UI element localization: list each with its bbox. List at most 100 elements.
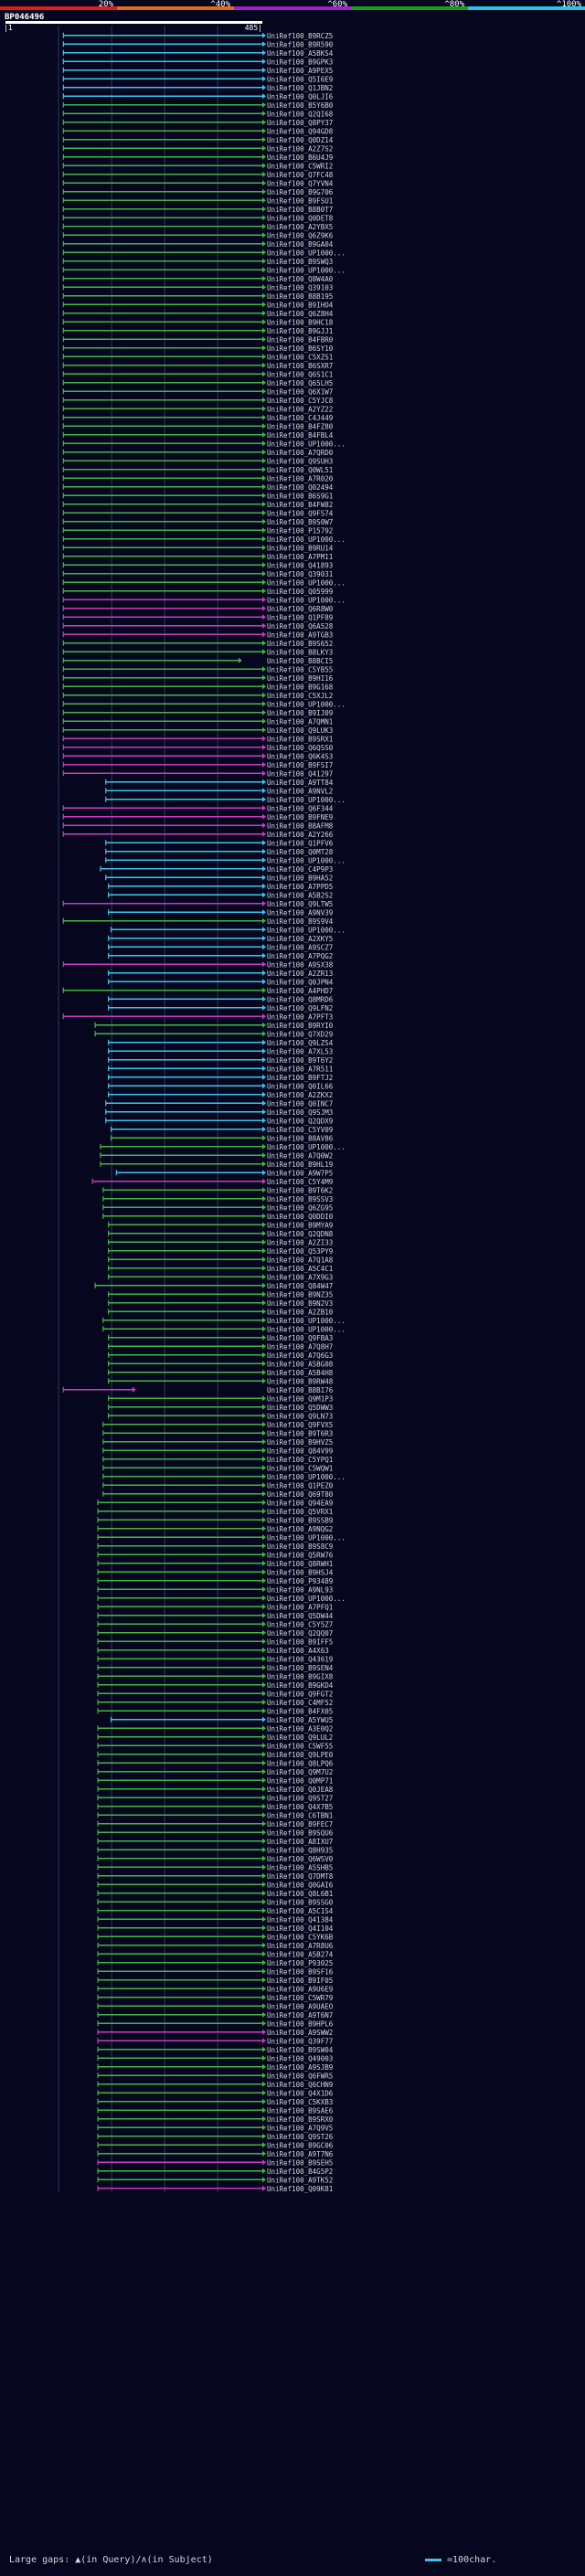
hit-end-arrow (262, 93, 266, 100)
hit-label: UniRef100_A7Q8H7 (267, 1342, 333, 1351)
hit-end-arrow (262, 570, 266, 577)
hit-rows: UniRef100_B9RCZ5UniRef100_B9R590UniRef10… (62, 32, 346, 2193)
hit-label: UniRef100_A7PQG2 (267, 952, 333, 960)
hit-end-arrow (262, 2177, 266, 2183)
hit-row: UniRef100_Q6Z9K6 (62, 231, 334, 239)
hit-end-arrow (262, 154, 266, 160)
hit-row: UniRef100_Q6S1C1 (62, 370, 333, 378)
hit-end-arrow (262, 1829, 266, 1836)
hit-end-arrow (262, 1838, 266, 1844)
hit-row: UniRef100_C5XZS1 (62, 353, 333, 361)
hit-end-arrow (262, 1490, 266, 1497)
hit-label: UniRef100_A3E0Q2 (267, 1724, 333, 1733)
hit-end-arrow (262, 240, 266, 247)
hit-label: UniRef100_A5B2S2 (267, 891, 333, 899)
hit-end-arrow (262, 1951, 266, 1957)
hit-end-arrow (262, 1204, 266, 1211)
hit-label: UniRef100_B9HI16 (267, 674, 334, 683)
hit-label: UniRef100_A9SWW2 (267, 2029, 333, 2037)
hit-label: UniRef100_Q9LZS4 (267, 1039, 334, 1047)
hit-row: UniRef100_A7PPD5 (108, 883, 333, 891)
hit-label: UniRef100_Q39103 (267, 283, 333, 292)
hit-row: UniRef100_B5Y6B0 (62, 101, 334, 110)
hit-row: UniRef100_C5WF55 (97, 1742, 333, 1750)
hit-end-arrow (262, 726, 266, 733)
hit-row: UniRef100_B8BCI5 (62, 657, 333, 665)
hit-label: UniRef100_B9MYA9 (267, 1221, 333, 1229)
hit-label: UniRef100_Q9LPE0 (267, 1751, 334, 1759)
hit-end-arrow (262, 1916, 266, 1923)
hit-row: UniRef100_C5YB55 (62, 665, 333, 673)
hit-row: UniRef100_Q0WL51 (62, 466, 333, 474)
hit-end-arrow (262, 1256, 266, 1263)
hit-end-arrow (262, 1743, 266, 1749)
hit-row: UniRef100_C4MF52 (97, 1699, 333, 1707)
hit-row: UniRef100_B9FEC7 (97, 1820, 333, 1829)
hit-row: UniRef100_B9IF05 (97, 1977, 333, 1985)
hit-end-arrow (262, 605, 266, 611)
hit-row: UniRef100_A7X9G3 (108, 1273, 333, 1281)
hit-end-arrow (262, 232, 266, 239)
hit-label: UniRef100_A7X9G3 (267, 1273, 333, 1281)
hit-row: UniRef100_B6U4J9 (62, 154, 333, 162)
hit-row: UniRef100_C5WR79 (97, 1994, 333, 2002)
hit-end-arrow (262, 1882, 266, 1888)
hit-end-arrow (262, 1664, 266, 1670)
hit-label: UniRef100_A2YZ22 (267, 405, 333, 413)
hit-row: UniRef100_Q43619 (97, 1655, 333, 1663)
hit-row: UniRef100_B9SRX1 (62, 735, 333, 743)
hit-row: UniRef100_Q1PF89 (62, 613, 333, 621)
hit-end-arrow (262, 1604, 266, 1610)
hit-label: UniRef100_B9S0W7 (267, 518, 333, 526)
hit-end-arrow (262, 1022, 266, 1028)
hit-label: UniRef100_Q6A528 (267, 622, 334, 631)
hit-end-arrow (262, 744, 266, 750)
hit-label: UniRef100_Q8RWH1 (267, 1560, 333, 1568)
hit-end-arrow (262, 1239, 266, 1246)
hit-end-arrow (262, 927, 266, 933)
hit-end-arrow (262, 1525, 266, 1532)
hit-end-arrow (262, 2142, 266, 2148)
hit-end-arrow (262, 101, 266, 108)
hit-end-arrow (262, 666, 266, 673)
hit-label: UniRef100_A2XKY5 (267, 935, 333, 943)
hit-end-arrow (262, 892, 266, 898)
hit-row: UniRef100_B4FW82 (62, 501, 333, 509)
percent-label: 20% (99, 0, 114, 9)
hit-end-arrow (262, 865, 266, 872)
hit-end-arrow (262, 197, 266, 204)
hit-row: UniRef100_B9SAE6 (97, 2106, 334, 2115)
hit-row: UniRef100_A9W7P5 (115, 1169, 333, 1177)
hit-label: UniRef100_A2YBX5 (267, 223, 333, 231)
hit-row: UniRef100_UP1000... (102, 1325, 346, 1333)
hit-label: UniRef100_A9T6N7 (267, 2011, 333, 2019)
hit-label: UniRef100_P93025 (267, 1959, 333, 1967)
hit-row: UniRef100_B9GA04 (62, 240, 334, 249)
hit-label: UniRef100_B9T6K2 (267, 1186, 333, 1194)
hit-row: UniRef100_B9GPK3 (62, 58, 333, 66)
hit-label: UniRef100_A7Q6G3 (267, 1352, 333, 1360)
hit-end-arrow (262, 588, 266, 594)
hit-label: UniRef100_B9N2V3 (267, 1299, 333, 1308)
hit-label: UniRef100_Q1PEZ0 (267, 1481, 334, 1489)
hit-label: UniRef100_Q6QSS0 (267, 744, 334, 752)
hit-end-arrow (262, 701, 266, 707)
hit-row: UniRef100_A7R511 (108, 1065, 333, 1073)
hit-label: UniRef100_B9S8C9 (267, 1542, 333, 1551)
hit-end-arrow (262, 2055, 266, 2062)
hit-row: UniRef100_Q9LTW5 (62, 900, 333, 908)
hit-label: UniRef100_B9HC18 (267, 318, 334, 326)
hit-end-arrow (262, 1118, 266, 1124)
hit-row: UniRef100_Q9FGT2 (97, 1690, 333, 1698)
hit-label: UniRef100_Q94EA9 (267, 1499, 333, 1507)
hit-end-arrow (262, 545, 266, 551)
hit-end-arrow (262, 1048, 266, 1055)
hit-label: UniRef100_Q5I6E9 (267, 75, 333, 83)
hit-row: UniRef100_B9SWQ3 (62, 258, 333, 266)
hit-label: UniRef100_Q65LH5 (267, 379, 333, 387)
hit-end-arrow (262, 535, 266, 542)
hit-label: UniRef100_UP1000... (267, 700, 346, 708)
hit-label: UniRef100_Q7YVN4 (267, 179, 334, 187)
hit-row: UniRef100_A2XKY5 (108, 935, 333, 943)
hit-end-arrow (262, 354, 266, 360)
